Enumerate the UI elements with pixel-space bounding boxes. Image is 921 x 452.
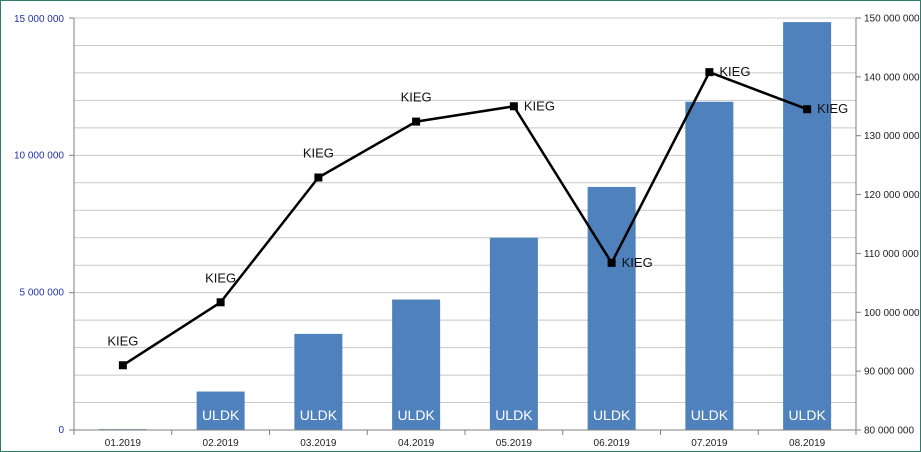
line-point-08.2019 [803,105,812,114]
bar-data-label: ULDK [202,407,240,423]
line-data-label: KIEG [401,90,432,105]
x-tick-label: 08.2019 [789,438,826,449]
line-data-label: KIEG [107,333,138,348]
bar-04.2019 [392,299,441,430]
bar-data-label: ULDK [300,407,338,423]
line-point-04.2019 [412,117,421,126]
line-data-label: KIEG [205,270,236,285]
line-point-05.2019 [509,102,518,111]
y-right-tick-label: 90 000 000 [864,367,914,378]
y-right-tick-label: 110 000 000 [864,249,919,260]
x-tick-label: 07.2019 [691,438,728,449]
bar-data-label: ULDK [691,407,729,423]
y-left-tick-label: 15 000 000 [14,14,64,25]
line-data-label: KIEG [622,255,653,270]
line-point-01.2019 [118,361,127,370]
x-tick-label: 05.2019 [496,438,533,449]
y-left-tick-label: 0 [58,425,64,436]
y-right-tick-label: 150 000 000 [864,14,920,25]
tick-labels: 01.2019 02.2019 03.2019 04.2019 05.2019 06.20… [14,14,920,450]
bar-data-label: ULDK [397,407,435,423]
bar-data-label: ULDK [788,407,826,423]
x-tick-label: 04.2019 [398,438,435,449]
x-tick-label: 01.2019 [105,438,142,449]
bar-05.2019 [489,237,538,430]
bar-data-label: ULDK [593,407,631,423]
y-right-tick-label: 120 000 000 [864,190,920,201]
line-data-label: KIEG [524,98,555,113]
x-tick-label: 03.2019 [300,438,337,449]
y-right-tick-label: 130 000 000 [864,131,920,142]
y-left-tick-label: 10 000 000 [14,150,64,161]
y-right-tick-label: 100 000 000 [864,308,920,319]
line-point-02.2019 [216,298,225,307]
bar-03.2019 [294,333,343,430]
line-path [122,70,808,367]
y-left-tick-label: 5 000 000 [20,288,65,299]
bar-06.2019 [587,186,636,430]
line-point-03.2019 [314,173,323,182]
line-point-06.2019 [607,258,616,267]
y-right-tick-label: 140 000 000 [864,72,920,83]
bar-02.2019 [196,391,245,430]
bar-08.2019 [783,22,832,431]
gridlines [74,17,856,431]
bar-series: ULDK ULDK ULDK ULDK ULDK ULDK ULDK [98,22,832,431]
bar-data-label: ULDK [495,407,533,423]
x-tick-label: 06.2019 [594,438,631,449]
line-data-label: KIEG [303,146,334,161]
line-point-07.2019 [705,68,714,77]
line-data-label: KIEG [817,101,848,116]
y-right-tick-label: 80 000 000 [864,426,914,437]
bar-07.2019 [685,101,734,431]
line-data-label: KIEG [719,64,750,79]
line-series: KIEG KIEG KIEG KIEG KIEG KIEG KIEG KIEG [107,64,848,370]
x-tick-label: 02.2019 [203,438,240,449]
